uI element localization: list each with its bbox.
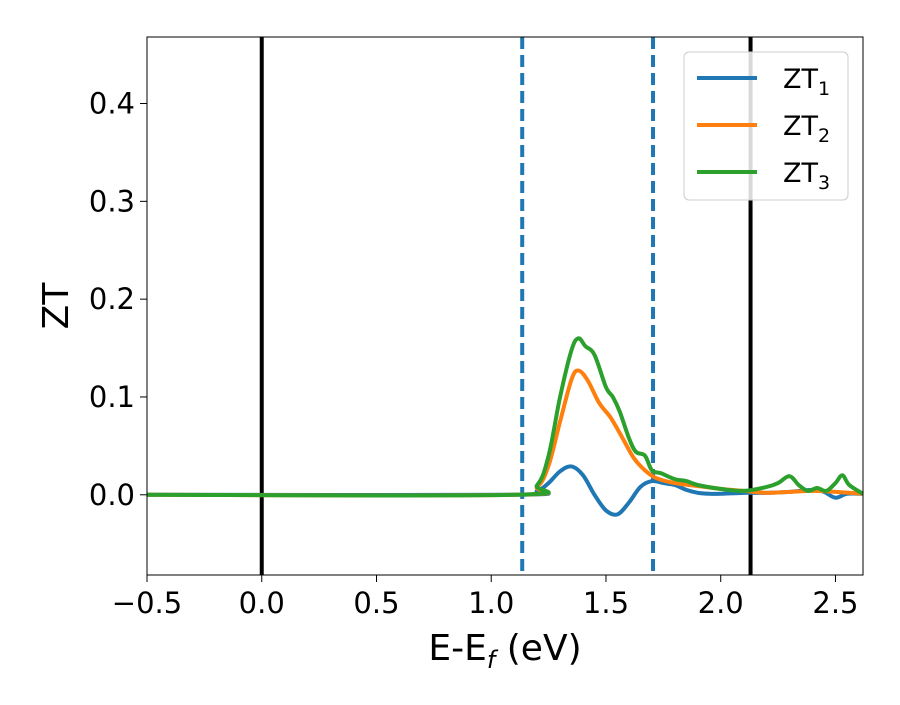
x-axis-title-main: E-E (428, 628, 486, 669)
y-tick-label: 0.2 (89, 282, 135, 316)
legend-box (683, 51, 849, 201)
x-tick-label: 1.0 (468, 586, 514, 620)
y-axis-title: ZT (36, 282, 77, 330)
x-tick-label: 2.5 (812, 586, 858, 620)
series-line-3 (147, 336, 863, 498)
legend-label-1: ZT1 (783, 64, 830, 100)
x-tick-label: −0.5 (112, 586, 182, 620)
legend: ZT1 ZT2 ZT3 (683, 51, 849, 201)
x-axis-title: E-Ef (eV) (428, 628, 581, 674)
y-tick-label: 0.1 (89, 380, 135, 414)
legend-label-2: ZT2 (783, 111, 830, 147)
y-tick-label: 0.0 (89, 478, 135, 512)
x-tick-label: 0.0 (239, 586, 285, 620)
plot-frame (146, 36, 864, 576)
x-axis-title-tail: (eV) (495, 628, 581, 669)
x-tick-label: 1.5 (583, 586, 629, 620)
series-line-2 (147, 368, 863, 498)
x-tick-label: 2.0 (698, 586, 744, 620)
legend-label-3: ZT3 (783, 158, 830, 194)
series-group (147, 336, 863, 517)
y-tick-label: 0.4 (89, 87, 135, 121)
x-axis-ticks: −0.5 0.0 0.5 1.0 1.5 2.0 2.5 (112, 575, 859, 620)
y-tick-label: 0.3 (89, 184, 135, 218)
y-axis-ticks: 0.0 0.1 0.2 0.3 0.4 (89, 87, 147, 512)
x-tick-label: 0.5 (353, 586, 399, 620)
